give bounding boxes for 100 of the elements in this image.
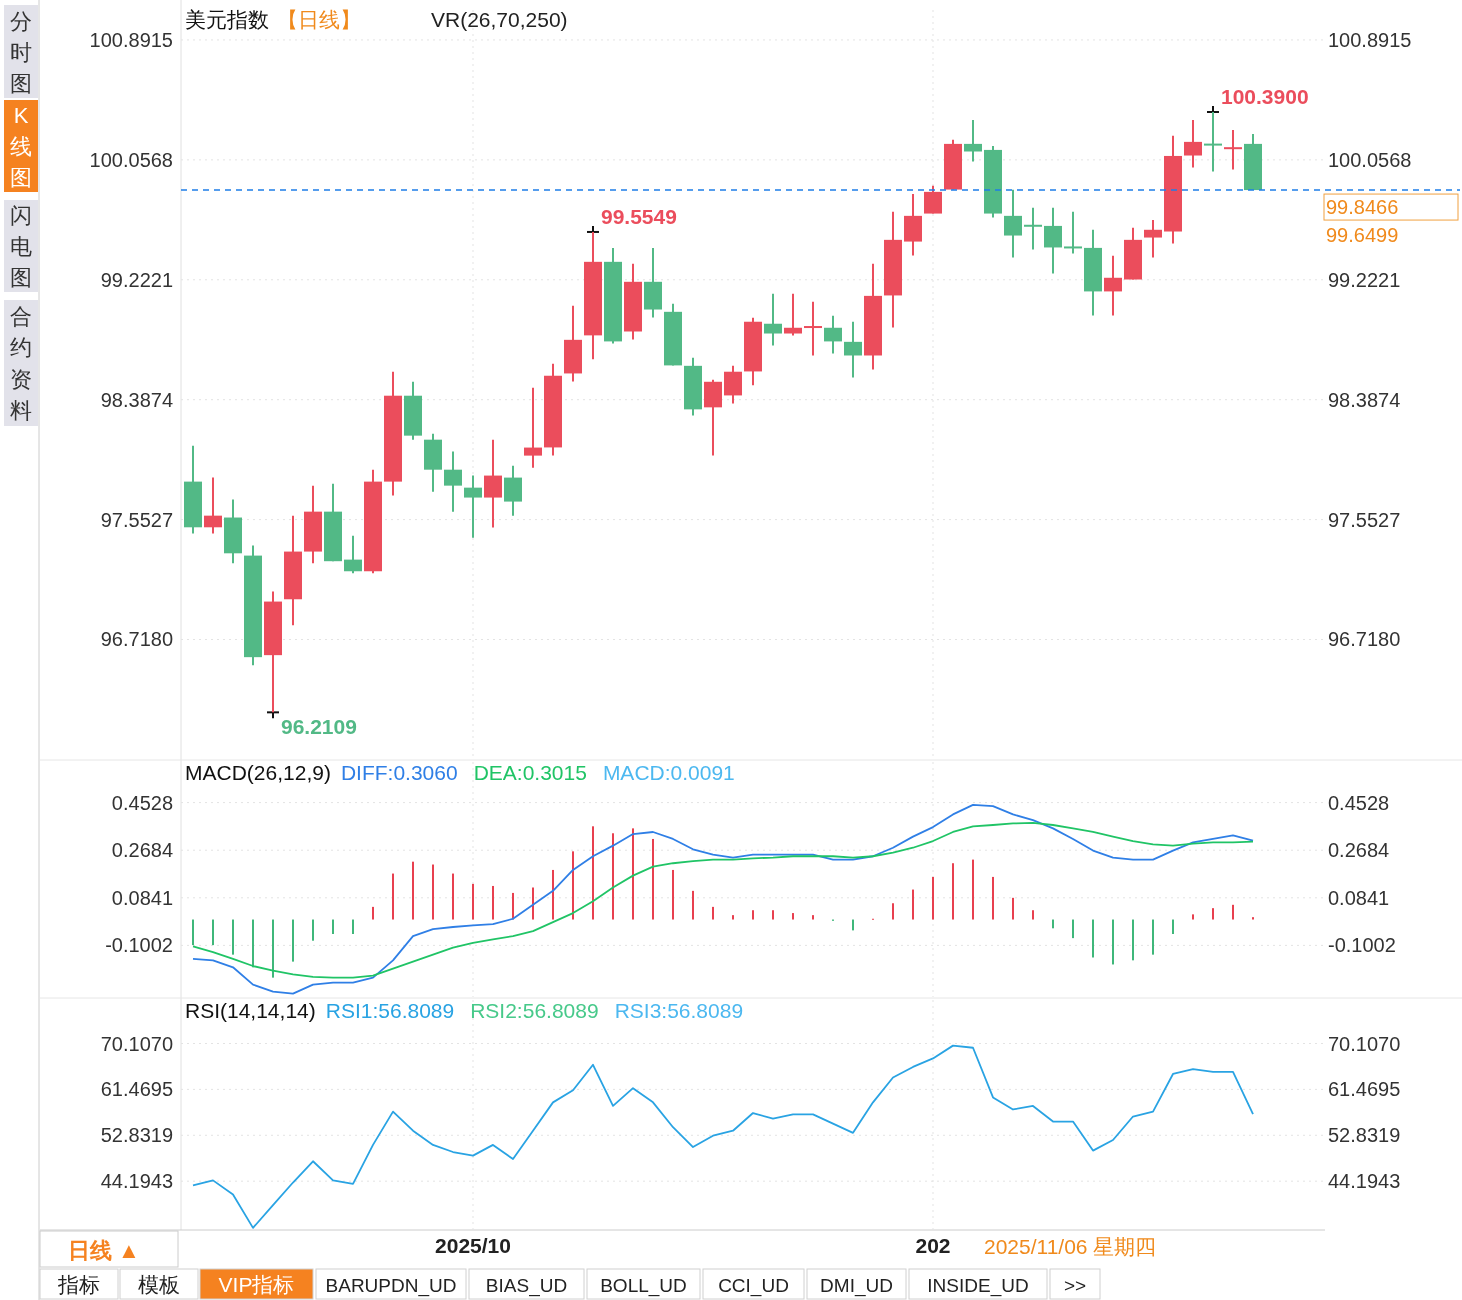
bar [572,851,574,920]
text: BOLL_UD [600,1275,687,1297]
bar [1032,910,1034,920]
y-tick-label: -0.1002 [105,934,173,957]
bar [752,910,754,920]
y-tick-label: 97.5527 [100,508,173,531]
bar [792,913,794,920]
ref-line-label: 99.8466 [1326,196,1399,219]
text: BIAS_UD [485,1275,568,1297]
bar [992,876,994,920]
bar [1192,914,1194,920]
annotation: 96.2109 [281,715,357,739]
y2-tick-label: 44.1943 [1328,1170,1401,1193]
candlestick [724,364,742,405]
bar [252,919,254,968]
line-series [192,822,1254,979]
text: 分时图 [10,8,32,96]
bar [412,861,414,920]
y2-tick-label: 52.8319 [1328,1124,1401,1147]
annotation: VR(26,70,250) [431,8,568,31]
candlestick [844,320,862,379]
chart-title: 美元指数 [185,8,269,31]
text: 闪电图 [10,203,32,290]
candlestick [1224,128,1242,171]
line-series [192,1044,1254,1229]
bar [912,889,914,920]
text: MACD:0.0091 [602,761,735,784]
bar [812,915,814,920]
bar [552,869,554,920]
text: DEA:0.3015 [473,761,587,784]
candlestick [764,292,782,347]
x-tick-label: 2025/10 [435,1234,511,1257]
bar [212,919,214,946]
text: BARUPDN_UD [325,1275,457,1297]
candlestick [524,386,542,469]
bar [432,864,434,920]
candlestick [1024,206,1042,251]
y-tick-label: 99.2221 [100,268,173,291]
y-tick-label: 96.7180 [100,628,173,651]
candlestick [784,292,802,337]
y-tick-label: 100.0568 [89,148,173,171]
bar [1072,919,1074,939]
bar [492,885,494,920]
annotation: RSI3:56.8089 [614,999,744,1022]
y2-tick-label: 0.2684 [1328,839,1390,862]
bar [952,863,954,920]
bar [452,873,454,920]
bar [852,919,854,931]
bar [272,919,274,978]
line-series [192,803,1254,995]
bar [592,826,594,920]
bar [1132,919,1134,961]
text: 99.6499 [1326,224,1399,247]
y2-tick-label: 100.0568 [1328,148,1412,171]
candlestick [464,474,482,539]
annotation: RSI2:56.8089 [470,999,599,1022]
bar [772,910,774,920]
candlestick [504,464,522,517]
bar [372,906,374,920]
bar [512,892,514,920]
bar [612,833,614,920]
bar [532,887,534,920]
y-tick-label: 0.0841 [111,886,173,909]
annotation: 99.5549 [601,204,677,228]
candlestick [964,118,982,163]
bar [1092,919,1094,958]
bar [712,906,714,920]
bar [1152,919,1154,955]
text: RSI1:56.8089 [325,999,455,1022]
bar [1172,919,1174,934]
bar [352,919,354,934]
text: DIFF:0.3060 [340,761,458,784]
candlestick [824,314,842,355]
text: K线图 [10,103,32,190]
y2-tick-label: 98.3874 [1328,388,1401,411]
text: CCI_UD [718,1275,789,1297]
bar [312,919,314,941]
y-tick-label: 61.4695 [100,1078,173,1101]
text: INSIDE_UD [927,1275,1029,1297]
candlestick [924,184,942,215]
bar [1112,919,1114,965]
bar [1232,904,1234,920]
text: 日线 ▲ [68,1238,140,1263]
bar [1012,897,1014,920]
bar [652,838,654,920]
y2-tick-label: 61.4695 [1328,1078,1401,1101]
text: VIP指标 [218,1273,295,1296]
y2-tick-label: 70.1070 [1328,1032,1401,1055]
x-tick-label: 202 [915,1234,951,1257]
chart-subtitle: 【日线】 [277,8,361,31]
candlestick [1144,218,1162,259]
text: DMI_UD [820,1275,893,1297]
text: 合约资料 [10,303,32,424]
y2-tick-label: 96.7180 [1328,628,1401,651]
candlestick [1044,206,1062,275]
candlestick [444,450,462,513]
bar [392,873,394,920]
bar [1212,908,1214,920]
y-tick-label: 70.1070 [100,1032,173,1055]
candlestick [1004,188,1022,259]
